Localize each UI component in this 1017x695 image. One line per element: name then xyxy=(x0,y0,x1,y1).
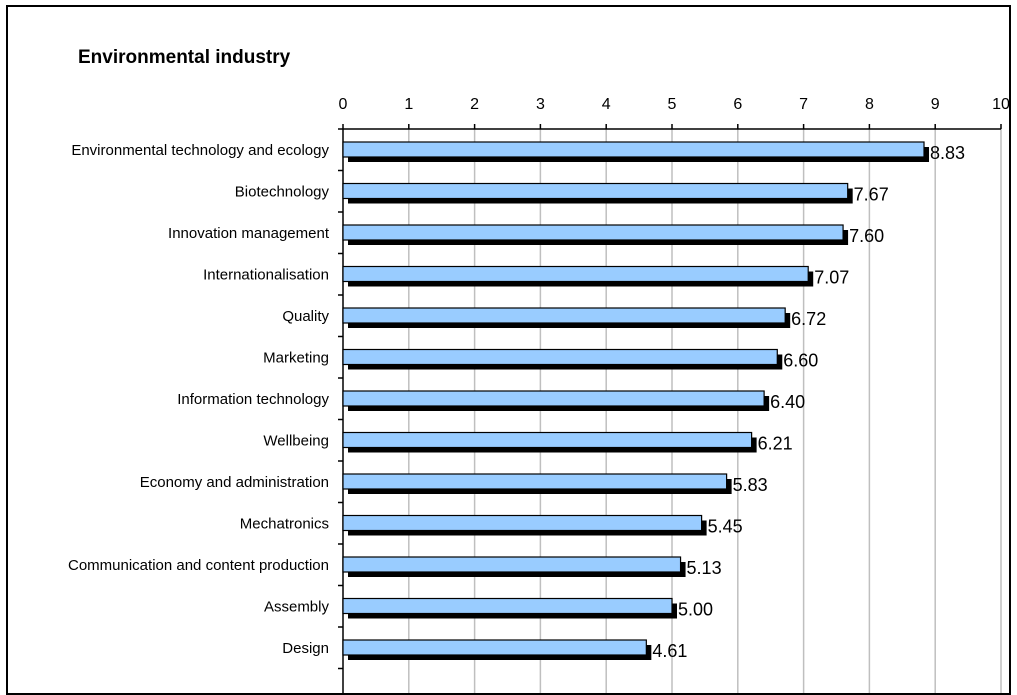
x-tick-label: 2 xyxy=(470,96,479,113)
value-label: 6.40 xyxy=(770,392,805,412)
category-label: Mechatronics xyxy=(240,516,329,533)
value-label: 8.83 xyxy=(930,143,965,163)
category-labels: Environmental technology and ecology Biot… xyxy=(68,142,330,657)
value-label: 6.60 xyxy=(783,351,818,371)
x-tick-label: 10 xyxy=(992,96,1009,113)
x-tick-label: 8 xyxy=(865,96,874,113)
value-label: 7.07 xyxy=(814,268,849,288)
bar xyxy=(342,182,849,200)
value-labels: 8.83 7.67 7.60 7.07 6.72 6.60 6.40 6.21 5.83 5.45… xyxy=(652,143,965,661)
bar xyxy=(342,265,809,283)
value-label: 6.21 xyxy=(758,434,793,454)
value-label: 5.83 xyxy=(733,475,768,495)
x-tick-label: 4 xyxy=(602,96,611,113)
bar xyxy=(342,556,682,573)
category-label: Information technology xyxy=(177,391,329,408)
gridlines xyxy=(408,129,1002,693)
chart-frame: Environmental industry 0 1 2 3 4 5 6 7 8 9 10 Envi… xyxy=(6,5,1011,695)
bar xyxy=(342,514,703,532)
x-tick-label: 5 xyxy=(668,96,677,113)
value-label: 6.72 xyxy=(791,309,826,329)
value-label: 7.60 xyxy=(849,226,884,246)
x-tick-label: 7 xyxy=(799,96,808,113)
x-tick-label: 9 xyxy=(931,96,940,113)
value-label: 5.00 xyxy=(678,600,713,620)
value-label: 5.45 xyxy=(708,517,743,537)
category-label: Design xyxy=(282,640,329,657)
value-label: 7.67 xyxy=(854,185,889,205)
bar xyxy=(342,473,728,490)
category-label: Economy and administration xyxy=(140,474,329,491)
category-label: Communication and content production xyxy=(68,557,329,574)
category-label: Quality xyxy=(282,308,329,325)
bar xyxy=(342,348,778,366)
category-label: Biotechnology xyxy=(235,184,330,201)
category-label: Innovation management xyxy=(168,225,330,242)
category-label: Environmental technology and ecology xyxy=(71,142,329,159)
x-tick-label: 0 xyxy=(339,96,348,113)
x-tick-labels: 0 1 2 3 4 5 6 7 8 9 10 xyxy=(339,96,1009,113)
bar xyxy=(342,141,925,158)
category-label: Assembly xyxy=(264,599,330,616)
bar xyxy=(342,224,844,241)
bar-chart: Environmental industry 0 1 2 3 4 5 6 7 8 9 10 Envi… xyxy=(68,47,1009,693)
bar xyxy=(342,597,673,615)
value-label: 5.13 xyxy=(687,558,722,578)
x-tick-label: 6 xyxy=(733,96,742,113)
category-label: Marketing xyxy=(263,350,329,367)
category-label: Wellbeing xyxy=(263,433,329,450)
bars xyxy=(342,141,930,660)
x-tick-label: 1 xyxy=(404,96,413,113)
category-label: Internationalisation xyxy=(203,267,329,284)
value-label: 4.61 xyxy=(652,641,687,661)
chart-title: Environmental industry xyxy=(78,47,291,68)
bar xyxy=(342,390,765,407)
bar xyxy=(342,307,786,324)
x-tick-label: 3 xyxy=(536,96,545,113)
bar xyxy=(342,639,647,656)
bar xyxy=(342,431,753,449)
